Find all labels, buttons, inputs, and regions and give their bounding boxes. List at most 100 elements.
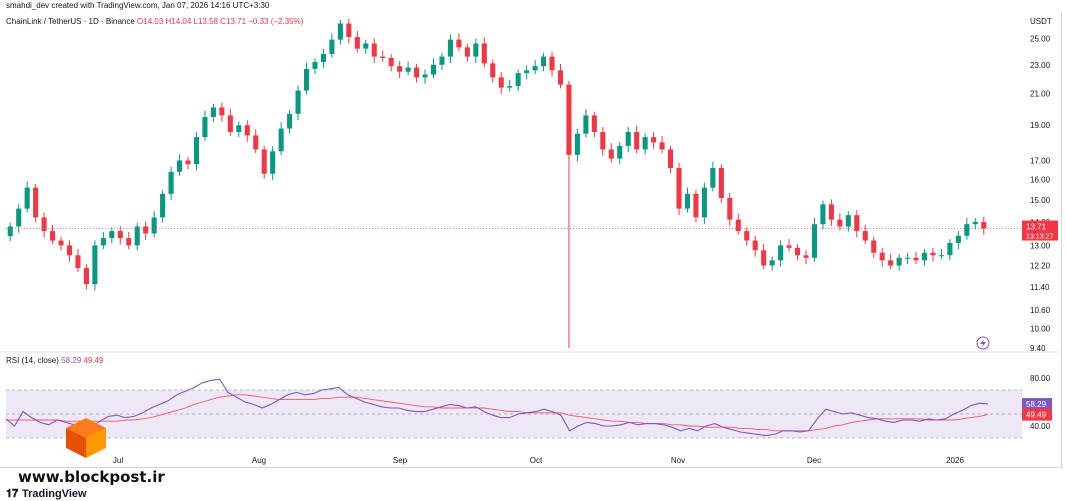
watermark: www.blockpost.ir 𝟏𝟕 TradingView	[6, 468, 306, 500]
candle-body	[337, 23, 343, 40]
candle-body	[464, 47, 470, 57]
candle-body	[83, 268, 89, 285]
candle-body	[930, 252, 936, 256]
candle-body	[718, 167, 724, 198]
candle-body	[591, 115, 597, 132]
time-axis-label: Oct	[530, 456, 543, 465]
candle-body	[278, 128, 284, 152]
candle-body	[100, 238, 106, 246]
candle-body	[659, 142, 665, 150]
candle-body	[549, 56, 555, 71]
rsi-layer	[5, 378, 1022, 439]
author-line: smahdi_dev created with TradingView.com,…	[6, 1, 270, 10]
candle-body	[473, 43, 479, 57]
candle-body	[845, 215, 851, 227]
candle-body	[134, 226, 140, 246]
candle-body	[972, 221, 978, 225]
candle-body	[117, 231, 123, 239]
candle-body	[168, 171, 174, 194]
watermark-brand: TradingView	[22, 488, 87, 500]
candle-body	[261, 149, 267, 174]
candle-body	[371, 43, 377, 57]
time-axis-label: Aug	[252, 456, 266, 465]
candle-body	[871, 240, 877, 253]
candle-body	[456, 39, 462, 48]
candle-body	[75, 255, 81, 269]
cube-left	[66, 428, 86, 458]
candle-body	[363, 43, 369, 49]
time-axis-label: Jul	[113, 456, 123, 465]
candle-body	[490, 63, 496, 78]
candle-body	[862, 231, 868, 241]
time-axis-label: Dec	[807, 456, 821, 465]
candle-body	[879, 252, 885, 261]
candle-body	[380, 56, 386, 58]
price-tick-label: 21.00	[1030, 90, 1051, 99]
candle-body	[794, 247, 801, 256]
candle-body	[828, 204, 834, 220]
rsi-ma-line	[6, 394, 989, 432]
price-tick-label: 23.00	[1030, 61, 1051, 70]
candle-body	[854, 215, 860, 232]
last-price-tag	[1022, 220, 1058, 241]
rsi-tick-label: 80.00	[1030, 374, 1051, 383]
rsi-line	[5, 378, 989, 437]
candle-body	[66, 245, 73, 256]
candle-body	[617, 145, 623, 159]
candle-body	[329, 39, 335, 54]
watermark-site: www.blockpost.ir	[18, 468, 165, 486]
candle-body	[651, 137, 657, 143]
candle-body	[397, 66, 403, 72]
candle-body	[244, 125, 250, 136]
candle-body	[583, 115, 589, 134]
price-tick-label: 17.00	[1030, 156, 1051, 165]
lightning-icon[interactable]	[976, 336, 990, 350]
rsi-legend: RSI (14, close) 58.29 49.49	[6, 356, 103, 365]
candle-body	[541, 56, 547, 67]
candle-body	[151, 217, 157, 234]
candle-body	[33, 187, 39, 218]
candle-body	[727, 197, 733, 220]
candle-body	[160, 193, 166, 218]
candle-body	[439, 56, 445, 65]
candle-body	[634, 131, 640, 150]
axis-layer: 25.0023.0021.0019.0017.0016.0015.0014.00…	[6, 17, 1058, 465]
candle-body	[109, 231, 115, 239]
candle-body	[642, 137, 648, 150]
candle-body	[532, 66, 538, 71]
rsi-value-tag	[1022, 398, 1052, 411]
candle-body	[295, 90, 301, 114]
candle-body	[710, 167, 716, 188]
candle-body	[236, 125, 242, 132]
candle-body	[778, 245, 784, 261]
price-tick-label: 25.00	[1030, 34, 1051, 43]
candle-body	[498, 77, 504, 88]
last-price-value: 13.71	[1026, 223, 1047, 232]
candle-body	[600, 131, 606, 150]
candle-body	[820, 204, 826, 225]
candle-body	[668, 149, 674, 168]
chart-svg[interactable]: 25.0023.0021.0019.0017.0016.0015.0014.00…	[0, 0, 1066, 468]
candle-body	[422, 74, 428, 78]
candle-body	[786, 245, 792, 248]
price-tick-label: 15.00	[1030, 196, 1051, 205]
candle-body	[193, 137, 200, 165]
candle-body	[888, 260, 894, 266]
time-axis-label: Sep	[393, 456, 408, 465]
chart-frame	[0, 12, 1062, 468]
lightning-glyph	[980, 339, 986, 347]
candle-body	[625, 131, 631, 146]
candle-body	[896, 257, 902, 266]
candle-body	[312, 62, 318, 69]
candle-body	[964, 224, 970, 236]
blockpost-cube-icon	[66, 418, 106, 458]
candle-body	[388, 57, 394, 67]
candle-body	[303, 68, 310, 91]
price-tick-label: 12.20	[1030, 261, 1051, 270]
candle-body	[227, 115, 233, 132]
candle-body	[938, 255, 944, 257]
candle-body	[7, 226, 13, 237]
rsi-value-label: 58.29	[1026, 400, 1047, 409]
time-axis-label: 2026	[946, 456, 964, 465]
candle-body	[744, 231, 750, 241]
